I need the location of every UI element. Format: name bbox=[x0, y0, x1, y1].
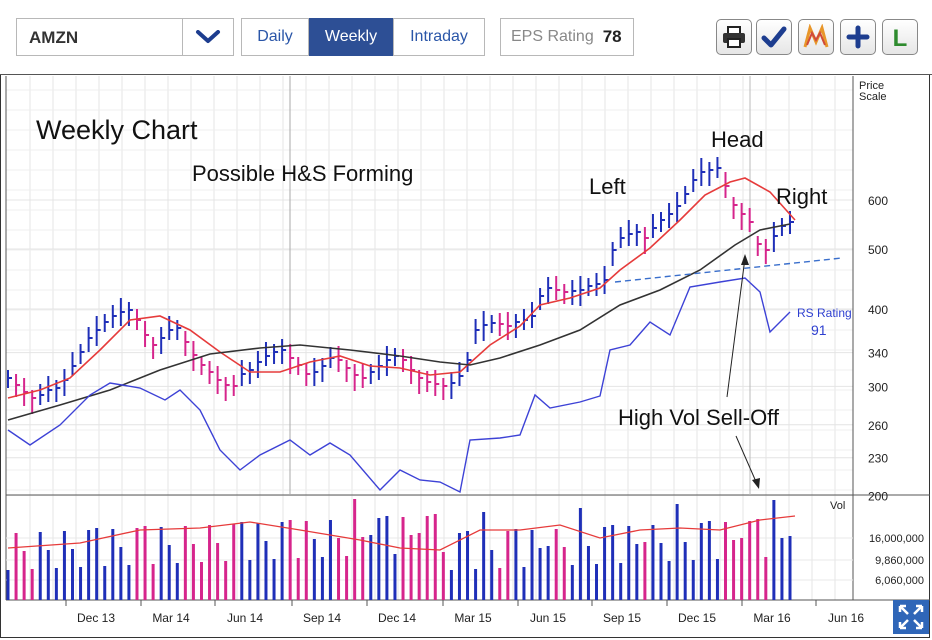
chart-toolbar: AMZN Daily Weekly Intraday EPS Rating 78 bbox=[0, 0, 932, 75]
price-tick-label: 500 bbox=[868, 243, 888, 257]
price-tick-label: 230 bbox=[868, 452, 888, 466]
date-tick-label: Sep 15 bbox=[603, 611, 641, 625]
print-button[interactable] bbox=[716, 19, 752, 55]
sell-off-arrow bbox=[726, 257, 746, 398]
symbol-text: AMZN bbox=[29, 28, 79, 47]
tab-intraday[interactable]: Intraday bbox=[393, 18, 485, 56]
high-volume-annotation: High Vol Sell-Off bbox=[618, 405, 780, 430]
eps-rating-value: 78 bbox=[602, 27, 622, 46]
date-tick-label: Dec 13 bbox=[77, 611, 115, 625]
ma-10-week-line bbox=[7, 177, 796, 399]
head-label: Head bbox=[711, 127, 764, 152]
price-tick-label: 600 bbox=[868, 194, 888, 208]
chart-lines bbox=[7, 177, 843, 551]
leaderboard-icon: L bbox=[893, 25, 908, 50]
rs-line bbox=[7, 277, 791, 494]
price-tick-label: 340 bbox=[868, 347, 888, 361]
date-tick-label: Dec 14 bbox=[378, 611, 416, 625]
pattern-annotation: Possible H&S Forming bbox=[192, 161, 413, 186]
volume-axis: 16,000,000 9,860,000 6,060,000 bbox=[869, 533, 924, 587]
price-bars bbox=[7, 157, 794, 414]
date-tick-label: Mar 15 bbox=[454, 611, 492, 625]
volume-tick-label: 16,000,000 bbox=[869, 533, 924, 545]
symbol-dropdown-button[interactable] bbox=[182, 19, 233, 55]
leaderboard-letter: L bbox=[893, 25, 908, 50]
volume-scale-label: Vol bbox=[830, 500, 845, 512]
volume-bars bbox=[6, 499, 792, 600]
symbol-selector[interactable]: AMZN bbox=[16, 18, 234, 56]
neckline bbox=[614, 257, 843, 283]
date-tick-label: Mar 14 bbox=[152, 611, 190, 625]
price-axis: 600 500 400 340 300 260 230 200 bbox=[868, 194, 888, 503]
date-axis: Dec 13 Mar 14 Jun 14 Sep 14 Dec 14 Mar 15 Jun … bbox=[65, 600, 864, 625]
volume-ma-line bbox=[7, 515, 796, 551]
price-scale-label: Price Scale bbox=[859, 80, 887, 103]
chevron-down-icon bbox=[196, 30, 220, 43]
expand-chart-button[interactable] bbox=[893, 600, 929, 634]
price-tick-label: 300 bbox=[868, 380, 888, 394]
plus-icon bbox=[846, 25, 870, 49]
rs-rating-label: RS Rating bbox=[797, 306, 852, 320]
date-tick-label: Jun 14 bbox=[227, 611, 263, 625]
expand-icon bbox=[898, 604, 924, 630]
right-shoulder-label: Right bbox=[776, 184, 827, 209]
chart-pattern-icon bbox=[803, 24, 829, 48]
chart-title: Weekly Chart bbox=[36, 115, 198, 145]
ma-40-week-line bbox=[7, 223, 791, 421]
tab-weekly[interactable]: Weekly bbox=[309, 18, 393, 56]
date-tick-label: Sep 14 bbox=[303, 611, 341, 625]
checkmark-button[interactable] bbox=[756, 19, 792, 55]
tab-daily[interactable]: Daily bbox=[241, 18, 309, 56]
price-tick-label: 400 bbox=[868, 303, 888, 317]
date-tick-label: Jun 15 bbox=[530, 611, 566, 625]
eps-rating-badge: EPS Rating 78 bbox=[500, 18, 634, 56]
volume-arrow bbox=[735, 435, 758, 485]
volume-arrowhead bbox=[752, 478, 760, 489]
chart-grid bbox=[5, 76, 930, 601]
pattern-recognition-button[interactable] bbox=[798, 19, 834, 55]
left-shoulder-label: Left bbox=[589, 174, 626, 199]
leaderboard-button[interactable]: L bbox=[882, 19, 918, 55]
check-icon bbox=[761, 26, 787, 48]
add-to-watchlist-button[interactable] bbox=[840, 19, 876, 55]
volume-tick-label: 6,060,000 bbox=[875, 575, 924, 587]
rs-rating-value: 91 bbox=[811, 322, 827, 338]
price-tick-label: 260 bbox=[868, 419, 888, 433]
date-tick-label: Dec 15 bbox=[678, 611, 716, 625]
sell-off-arrowhead bbox=[741, 254, 749, 265]
print-icon bbox=[723, 26, 745, 48]
date-tick-label: Jun 16 bbox=[828, 611, 864, 625]
eps-rating-label: EPS Rating bbox=[511, 28, 594, 45]
volume-tick-label: 9,860,000 bbox=[875, 555, 924, 567]
date-tick-label: Mar 16 bbox=[753, 611, 791, 625]
price-tick-label: 200 bbox=[868, 489, 888, 503]
